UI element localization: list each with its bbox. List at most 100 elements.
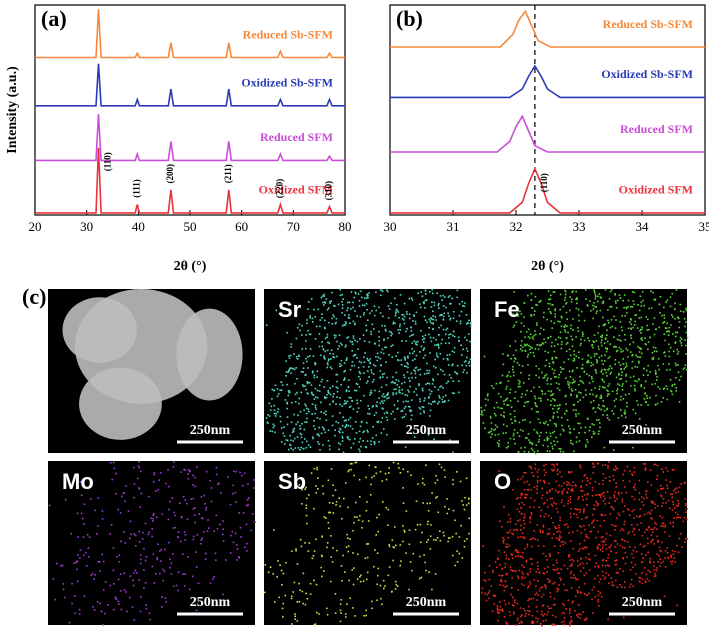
eds-dot (148, 612, 151, 614)
eds-dot (421, 387, 424, 390)
eds-dot (606, 395, 609, 397)
eds-dot (554, 616, 557, 618)
eds-dot (685, 511, 687, 513)
eds-dot (134, 569, 137, 572)
eds-dot (118, 603, 120, 605)
eds-dot (435, 339, 437, 341)
eds-dot (578, 496, 580, 498)
eds-dot (646, 512, 649, 515)
eds-dot (126, 610, 128, 613)
eds-dot (172, 527, 175, 529)
eds-dot (536, 479, 539, 482)
eds-dot (566, 523, 568, 525)
eds-dot (400, 410, 403, 413)
eds-dot (192, 535, 195, 538)
eds-dot (321, 345, 324, 348)
eds-dot (565, 410, 568, 412)
eds-dot (274, 384, 277, 387)
eds-dot (430, 390, 433, 393)
eds-dot (339, 365, 341, 368)
eds-dot (608, 355, 611, 358)
eds-dot (350, 291, 353, 293)
eds-dot (630, 337, 633, 339)
eds-dot (429, 320, 431, 322)
eds-dot (140, 558, 142, 561)
eds-dot (336, 373, 339, 376)
eds-dot (669, 379, 672, 381)
eds-dot (665, 385, 668, 387)
eds-dot (501, 608, 504, 611)
eds-dot (387, 508, 389, 511)
eds-dot (534, 538, 536, 540)
eds-dot (567, 556, 570, 558)
eds-dot (621, 539, 624, 541)
eds-dot (369, 361, 371, 364)
eds-dot (296, 436, 299, 438)
eds-dot (547, 398, 549, 401)
eds-dot (573, 513, 575, 515)
eds-dot (346, 533, 348, 536)
eds-dot (533, 499, 536, 502)
eds-dot (382, 501, 384, 503)
eds-dot (354, 354, 357, 356)
eds-dot (419, 368, 421, 371)
eds-dot (385, 384, 388, 386)
eds-dot (552, 623, 555, 625)
eds-dot (317, 488, 319, 490)
eds-dot (513, 410, 516, 412)
eds-dot (586, 480, 589, 482)
eds-dot (222, 540, 225, 542)
eds-dot (599, 426, 601, 429)
eds-dot (117, 578, 120, 581)
eds-dot (553, 345, 556, 347)
eds-dot (622, 350, 624, 352)
eds-dot (621, 500, 623, 503)
eds-dot (339, 342, 342, 345)
eds-dot (305, 405, 307, 407)
eds-dot (620, 368, 622, 370)
eds-dot (577, 413, 580, 415)
eds-dot (560, 325, 563, 328)
eds-dot (376, 405, 378, 408)
eds-dot (151, 565, 154, 568)
eds-dot (527, 364, 529, 366)
eds-dot (575, 513, 578, 516)
eds-dot (358, 360, 361, 363)
eds-dot (590, 356, 592, 359)
eds-dot (601, 514, 604, 517)
eds-dot (659, 312, 661, 314)
eds-dot (607, 369, 609, 371)
eds-dot (560, 475, 563, 478)
eds-dot (487, 399, 489, 401)
eds-dot (592, 407, 595, 409)
eds-dot (291, 431, 294, 433)
eds-dot (531, 336, 534, 338)
eds-dot (380, 386, 383, 388)
eds-dot (597, 565, 599, 567)
eds-dot (607, 553, 610, 556)
eds-dot (370, 483, 372, 486)
eds-dot (222, 528, 224, 530)
eds-dot (576, 395, 578, 398)
eds-dot (613, 336, 615, 338)
eds-dot (285, 360, 287, 362)
eds-dot (321, 426, 324, 428)
eds-dot (522, 519, 525, 522)
eds-dot (581, 495, 583, 498)
eds-dot (579, 380, 582, 382)
eds-dot (663, 321, 666, 323)
eds-dot (519, 310, 521, 313)
eds-dot (504, 580, 507, 582)
eds-dot (435, 497, 437, 499)
eds-dot (290, 421, 293, 424)
eds-dot (164, 548, 166, 551)
eds-dot (616, 559, 618, 561)
eds-dot (509, 413, 512, 415)
eds-dot (488, 431, 491, 434)
eds-dot (457, 336, 460, 339)
eds-dot (616, 586, 619, 588)
eds-dot (352, 355, 355, 357)
eds-dot (503, 506, 505, 508)
eds-dot (101, 518, 104, 520)
eds-dot (286, 401, 288, 404)
